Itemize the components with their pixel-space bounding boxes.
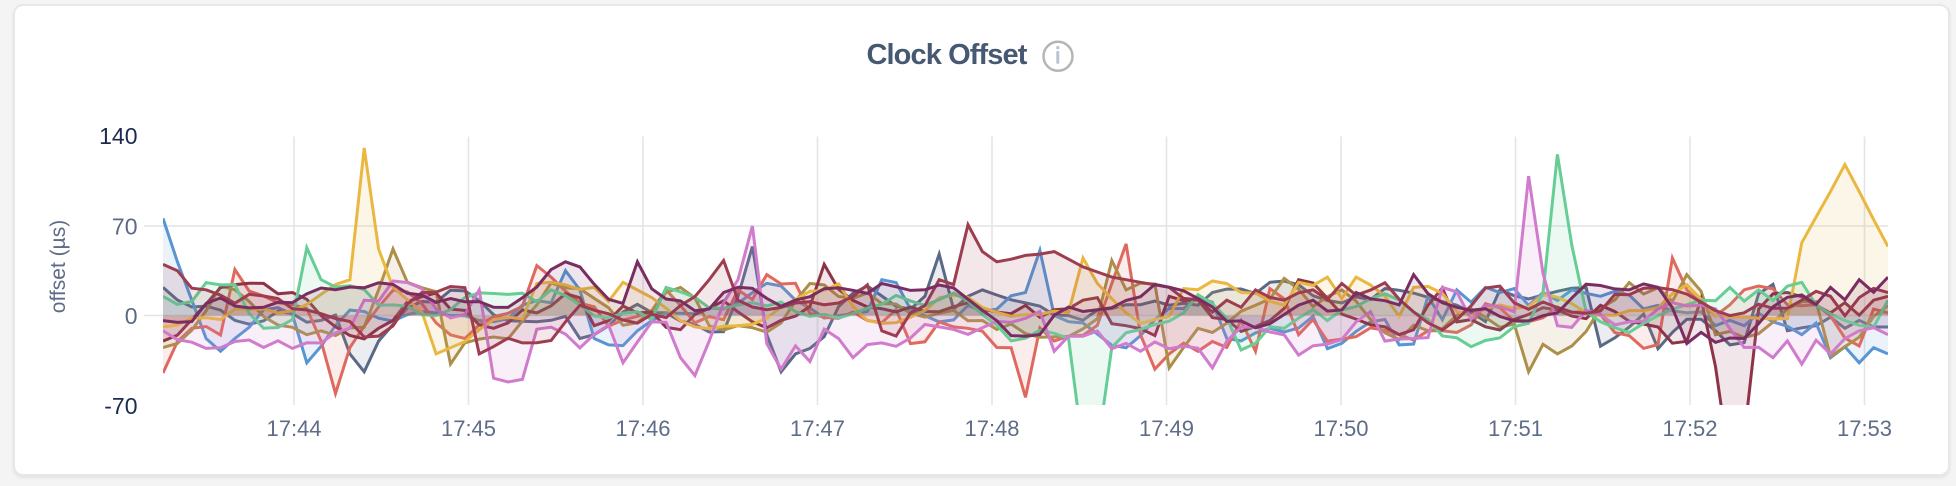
svg-text:17:45: 17:45 <box>441 416 496 441</box>
svg-text:17:46: 17:46 <box>615 416 670 441</box>
svg-text:-70: -70 <box>104 393 137 419</box>
svg-text:140: 140 <box>99 123 137 149</box>
svg-text:17:49: 17:49 <box>1139 416 1194 441</box>
svg-text:17:44: 17:44 <box>266 416 321 441</box>
svg-text:0: 0 <box>125 303 138 329</box>
svg-text:17:50: 17:50 <box>1313 416 1368 441</box>
svg-text:17:52: 17:52 <box>1662 416 1717 441</box>
svg-text:70: 70 <box>112 214 138 240</box>
svg-text:17:48: 17:48 <box>964 416 1019 441</box>
svg-text:17:47: 17:47 <box>790 416 845 441</box>
svg-text:17:51: 17:51 <box>1488 416 1543 441</box>
svg-text:17:53: 17:53 <box>1837 416 1892 441</box>
svg-text:offset (µs): offset (µs) <box>47 220 70 313</box>
